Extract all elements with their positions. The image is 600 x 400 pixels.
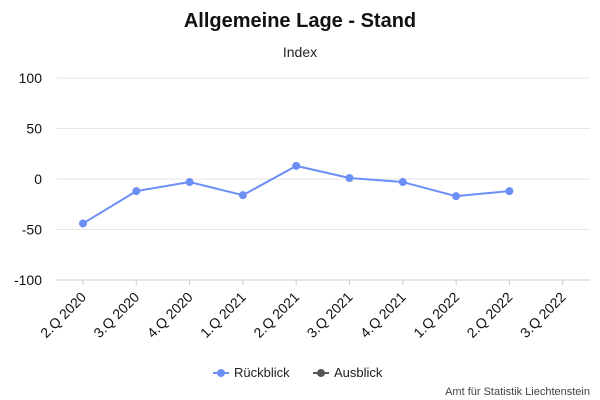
data-point xyxy=(238,191,247,200)
data-point xyxy=(505,187,514,196)
legend-swatch-marker xyxy=(317,369,325,377)
x-tick-label: 3.Q 2022 xyxy=(517,289,569,341)
y-tick-label: 0 xyxy=(34,171,42,187)
legend-swatch-marker xyxy=(217,369,225,377)
credit-text: Amt für Statistik Liechtenstein xyxy=(445,386,590,398)
data-point xyxy=(345,173,354,182)
legend-item-ausblick[interactable]: Ausblick xyxy=(313,365,383,380)
legend-label: Rückblick xyxy=(234,365,290,380)
x-tick-label: 2.Q 2020 xyxy=(37,289,89,341)
x-tick-label: 3.Q 2021 xyxy=(304,289,356,341)
y-tick-label: -50 xyxy=(22,222,42,238)
data-point xyxy=(185,178,194,187)
y-axis-ticks: 100 50 0 -50 -100 xyxy=(14,70,42,288)
legend-label: Ausblick xyxy=(334,365,383,380)
y-tick-label: 100 xyxy=(19,70,43,86)
y-tick-label: -100 xyxy=(14,272,42,288)
x-tick-label: 3.Q 2020 xyxy=(90,289,142,341)
legend-item-rueckblick[interactable]: Rückblick xyxy=(213,365,290,380)
data-point xyxy=(452,192,461,201)
data-point xyxy=(79,219,87,228)
series-line xyxy=(82,164,510,225)
x-tick-label: 4.Q 2021 xyxy=(357,289,409,341)
x-axis-ticks: 2.Q 2020 3.Q 2020 4.Q 2020 1.Q 2021 2.Q 2021… xyxy=(37,280,569,341)
legend: Rückblick Ausblick xyxy=(213,365,383,380)
data-point xyxy=(398,178,407,187)
x-tick-label: 2.Q 2021 xyxy=(250,289,302,341)
x-tick-label: 4.Q 2020 xyxy=(144,289,196,341)
data-point xyxy=(132,187,141,196)
x-tick-label: 1.Q 2021 xyxy=(197,289,249,341)
chart-title: Allgemeine Lage - Stand xyxy=(184,10,416,32)
grid-lines xyxy=(57,77,590,281)
data-point xyxy=(292,161,301,170)
chart-subtitle: Index xyxy=(283,44,317,60)
y-tick-label: 50 xyxy=(26,121,42,137)
series-layer xyxy=(79,161,514,228)
x-tick-label: 2.Q 2022 xyxy=(463,289,515,341)
x-tick-label: 1.Q 2022 xyxy=(410,289,462,341)
